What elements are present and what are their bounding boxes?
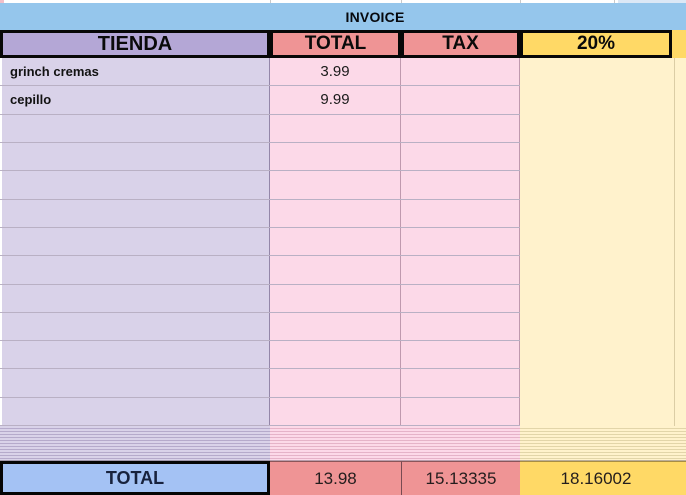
collapsed-rows-tienda bbox=[0, 426, 270, 461]
data-rows: grinch cremas 3.99 cepillo 9.99 bbox=[0, 58, 520, 427]
collapsed-rows-tax bbox=[401, 426, 520, 461]
gridline-tick bbox=[520, 0, 521, 3]
header-rate-overflow-sliver bbox=[672, 30, 686, 58]
cell-tienda[interactable] bbox=[0, 369, 270, 397]
gridline-tick bbox=[614, 0, 615, 3]
cell-tienda[interactable]: cepillo bbox=[0, 86, 270, 114]
cell-tax[interactable] bbox=[401, 171, 520, 199]
cell-total[interactable]: 3.99 bbox=[270, 58, 401, 86]
cell-total[interactable] bbox=[270, 142, 401, 171]
table-row bbox=[0, 199, 520, 228]
cell-tienda[interactable] bbox=[0, 227, 270, 256]
table-row bbox=[0, 227, 520, 257]
cell-total[interactable]: 9.99 bbox=[270, 86, 401, 114]
data-grid: grinch cremas 3.99 cepillo 9.99 bbox=[0, 58, 686, 427]
table-row bbox=[0, 142, 520, 172]
cell-total[interactable] bbox=[270, 397, 401, 426]
header-cell-rate-20pct[interactable]: 20% bbox=[520, 30, 672, 58]
gridline-tick bbox=[270, 0, 271, 3]
table-row bbox=[0, 171, 520, 200]
cell-tienda[interactable] bbox=[0, 341, 270, 369]
cell-tax[interactable] bbox=[401, 114, 520, 142]
footer-tax-value-cell[interactable]: 15.13335 bbox=[401, 461, 520, 495]
header-cell-tienda[interactable]: TIENDA bbox=[0, 30, 270, 58]
table-row bbox=[0, 114, 520, 143]
cell-total[interactable] bbox=[270, 171, 401, 199]
table-row bbox=[0, 256, 520, 285]
cell-tienda[interactable] bbox=[0, 199, 270, 227]
rate-column-merged-cell[interactable] bbox=[520, 58, 686, 426]
cell-total[interactable] bbox=[270, 227, 401, 256]
cell-total[interactable] bbox=[270, 312, 401, 341]
sheet-top-strip bbox=[0, 0, 686, 3]
header-cell-tax[interactable]: TAX bbox=[401, 30, 520, 58]
invoice-title: INVOICE bbox=[345, 8, 405, 25]
gridline bbox=[674, 58, 675, 426]
cell-tax[interactable] bbox=[401, 284, 520, 312]
cell-tienda[interactable] bbox=[0, 171, 270, 199]
cell-tienda[interactable] bbox=[0, 142, 270, 171]
invoice-title-cell[interactable]: INVOICE bbox=[0, 3, 686, 30]
cell-tienda[interactable] bbox=[0, 397, 270, 426]
cell-total[interactable] bbox=[270, 341, 401, 369]
cell-tax[interactable] bbox=[401, 86, 520, 114]
table-row: grinch cremas 3.99 bbox=[0, 58, 520, 87]
table-row: cepillo 9.99 bbox=[0, 86, 520, 115]
cell-tax[interactable] bbox=[401, 199, 520, 227]
cell-total[interactable] bbox=[270, 369, 401, 397]
cell-tax[interactable] bbox=[401, 312, 520, 341]
cell-tax[interactable] bbox=[401, 227, 520, 256]
footer-total-label-cell[interactable]: TOTAL bbox=[0, 461, 270, 495]
cell-total[interactable] bbox=[270, 114, 401, 142]
cell-tax[interactable] bbox=[401, 397, 520, 426]
cell-tienda[interactable] bbox=[0, 256, 270, 284]
cell-tax[interactable] bbox=[401, 58, 520, 86]
cell-total[interactable] bbox=[270, 284, 401, 312]
collapsed-rows-rate bbox=[520, 426, 686, 461]
cell-tienda[interactable] bbox=[0, 114, 270, 142]
table-row bbox=[0, 369, 520, 398]
cell-tax[interactable] bbox=[401, 341, 520, 369]
gridline-tick bbox=[401, 0, 402, 3]
footer-rate-value-cell[interactable]: 18.16002 bbox=[520, 461, 686, 495]
cell-total[interactable] bbox=[270, 256, 401, 284]
table-row bbox=[0, 397, 520, 427]
cell-tax[interactable] bbox=[401, 142, 520, 171]
cell-tax[interactable] bbox=[401, 256, 520, 284]
cell-tienda[interactable] bbox=[0, 284, 270, 312]
footer-total-value-cell[interactable]: 13.98 bbox=[270, 461, 401, 495]
collapsed-rows-total bbox=[270, 426, 401, 461]
cell-total[interactable] bbox=[270, 199, 401, 227]
table-row bbox=[0, 284, 520, 313]
top-right-cell-sliver bbox=[618, 0, 686, 3]
cell-tax[interactable] bbox=[401, 369, 520, 397]
cell-tienda[interactable] bbox=[0, 312, 270, 341]
table-row bbox=[0, 341, 520, 370]
top-left-cell-sliver bbox=[0, 0, 4, 3]
table-row bbox=[0, 312, 520, 342]
cell-tienda[interactable]: grinch cremas bbox=[0, 58, 270, 86]
header-cell-total[interactable]: TOTAL bbox=[270, 30, 401, 58]
